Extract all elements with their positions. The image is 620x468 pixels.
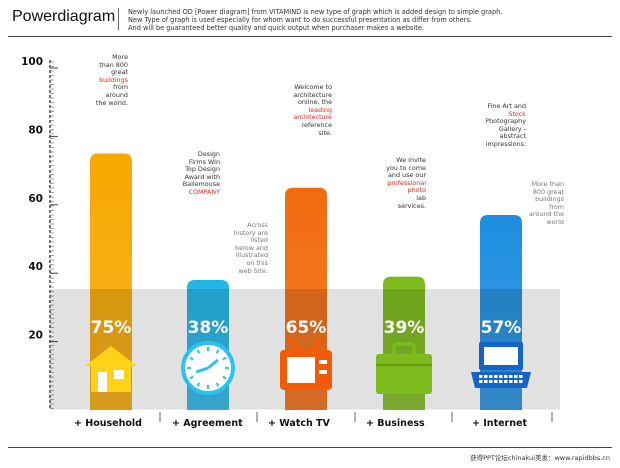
category-label: + Business — [366, 418, 425, 429]
annotation-line: reference — [301, 120, 332, 129]
laptop-icon — [471, 342, 531, 388]
footer-rule — [8, 447, 612, 448]
annotation-line: Ballemouse — [182, 180, 220, 189]
value-label: 39% — [383, 318, 425, 338]
annotation-line: Gallery - — [498, 124, 526, 133]
annotation-line: Stock — [508, 109, 526, 118]
header-rule — [8, 36, 612, 37]
value-label: 57% — [480, 318, 522, 338]
annotation-line: world — [546, 217, 564, 226]
desc-line: And will be guaranteed better quality an… — [128, 24, 425, 32]
annotation-line: history are — [233, 228, 268, 237]
briefcase-icon — [376, 342, 432, 394]
annotation-line: buildings — [99, 75, 128, 84]
annotation-line: listed — [250, 236, 268, 245]
annotation-line: and use our — [388, 171, 426, 180]
annotation-business: We invite you to come and use our professio… — [376, 156, 426, 210]
value-label: 65% — [285, 318, 327, 338]
annotation-line: Welcome to — [294, 83, 332, 91]
annotation-line: illustrated — [235, 251, 268, 260]
annotation-line: online, the — [297, 98, 332, 107]
annotation-line: services. — [397, 201, 426, 210]
annotation-agreement-side: Across history are listed below and illustra… — [232, 221, 268, 275]
annotation-line: Across — [247, 221, 268, 229]
header-description: Newly launched OD [Power diagram] from V… — [128, 8, 598, 32]
annotation-line: web Site. — [238, 266, 268, 275]
annotation-line: the world. — [95, 98, 128, 107]
annotation-line: you to come — [386, 163, 426, 172]
category-label: + Internet — [472, 418, 527, 429]
annotation-line: site. — [318, 128, 332, 137]
footer-credit: 获得PPT论坛chinakui美发：www.rapidbbs.cn — [470, 454, 610, 462]
value-label: 38% — [187, 318, 229, 338]
annotation-line: We invite — [396, 156, 426, 164]
annotation-line: on this — [246, 258, 268, 267]
annotation-line: great — [111, 68, 128, 77]
annotation-line: photo — [407, 186, 426, 195]
value-label: 75% — [90, 318, 132, 338]
annotation-line: architecture — [293, 90, 332, 99]
annotation-watchtv: Welcome to architecture online, the leading… — [282, 83, 332, 137]
annotation-line: abstract — [499, 132, 526, 141]
annotation-line: lab — [416, 193, 426, 202]
annotation-internet-top: Fine Art and Stock Photography Gallery - abs… — [474, 102, 526, 149]
annotation-line: around — [105, 90, 128, 99]
annotation-line: from — [549, 202, 564, 211]
bar-shade — [285, 289, 327, 410]
annotation-line: below and — [235, 243, 268, 252]
annotation-line: Firms Win — [188, 157, 220, 166]
y-tick-label: 60 — [28, 193, 43, 205]
annotation-line: Top Design — [185, 165, 220, 174]
annotation-line: More — [112, 53, 128, 61]
desc-line: Newly launched OD [Power diagram] from V… — [128, 8, 503, 16]
y-tick-label: 80 — [28, 124, 43, 136]
title-divider — [118, 8, 119, 30]
annotation-line: More than — [531, 180, 564, 188]
category-label: + Agreement — [172, 418, 243, 429]
annotation-line: impressions. — [485, 139, 526, 148]
annotation-line: around the — [529, 210, 564, 219]
page-title: Powerdiagram — [12, 8, 116, 25]
y-tick-label: 20 — [28, 330, 43, 342]
annotation-line: leading — [308, 105, 332, 114]
annotation-line: COMPANY — [188, 187, 220, 196]
annotation-line: architecture — [293, 113, 332, 122]
annotation-line: than 800 — [99, 60, 128, 69]
clock-icon — [181, 341, 235, 395]
annotation-line: 800 great — [532, 187, 564, 196]
y-tick-label: 40 — [28, 261, 43, 273]
annotation-line: Design — [197, 150, 220, 158]
category-label: + Household — [74, 418, 142, 429]
y-tick-label: 100 — [21, 56, 43, 68]
annotation-agreement-top: Design Firms Win Top Design Award with Balle… — [180, 150, 220, 197]
tv-icon — [280, 336, 332, 390]
annotation-line: Photography — [485, 117, 526, 126]
annotation-line: from — [113, 83, 128, 92]
desc-line: New Type of graph is used especially for… — [128, 16, 472, 24]
category-label: + Watch TV — [268, 418, 330, 429]
bar-household — [90, 153, 132, 410]
annotation-household: More than 800 great buildings from around the … — [86, 53, 128, 107]
annotation-line: Award with — [184, 172, 220, 181]
annotation-line: Fine Art and — [487, 102, 526, 110]
house-icon — [85, 346, 137, 392]
annotation-internet-side: More than 800 great buildings from around th… — [526, 180, 564, 227]
annotation-line: professional — [387, 178, 426, 187]
annotation-line: buildings — [535, 195, 564, 204]
